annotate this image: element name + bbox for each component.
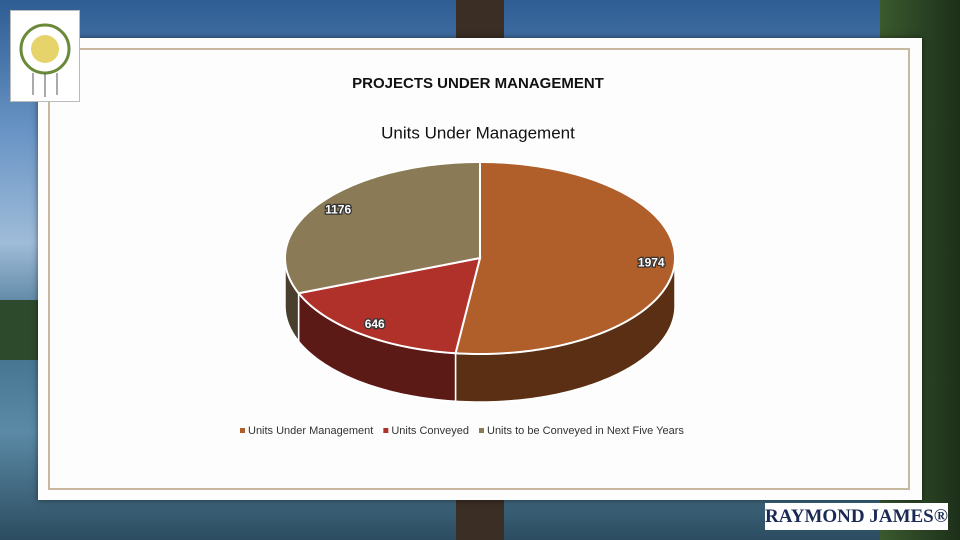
background-trees (0, 300, 40, 360)
slice (283, 160, 481, 295)
brand-logo: RAYMOND JAMES® (765, 503, 948, 530)
legend-label: Units to be Conveyed in Next Five Years (487, 425, 684, 437)
legend-label: Units Under Management (248, 425, 373, 437)
legend-label: Units Conveyed (391, 425, 469, 437)
legend-swatch (479, 428, 484, 433)
panel-border (48, 48, 910, 490)
slice (296, 256, 482, 355)
data-label: 646 (365, 317, 385, 331)
legend-swatch (383, 428, 389, 433)
legend-swatch (240, 428, 245, 433)
data-label: 1176 (325, 203, 351, 217)
slide-title: PROJECTS UNDER MANAGEMENT (352, 75, 604, 92)
slice (454, 160, 676, 355)
logo-graphic (19, 23, 71, 97)
chart-title: Units Under Management (381, 123, 575, 142)
data-label: 1974 (638, 255, 665, 269)
logo (10, 10, 80, 102)
